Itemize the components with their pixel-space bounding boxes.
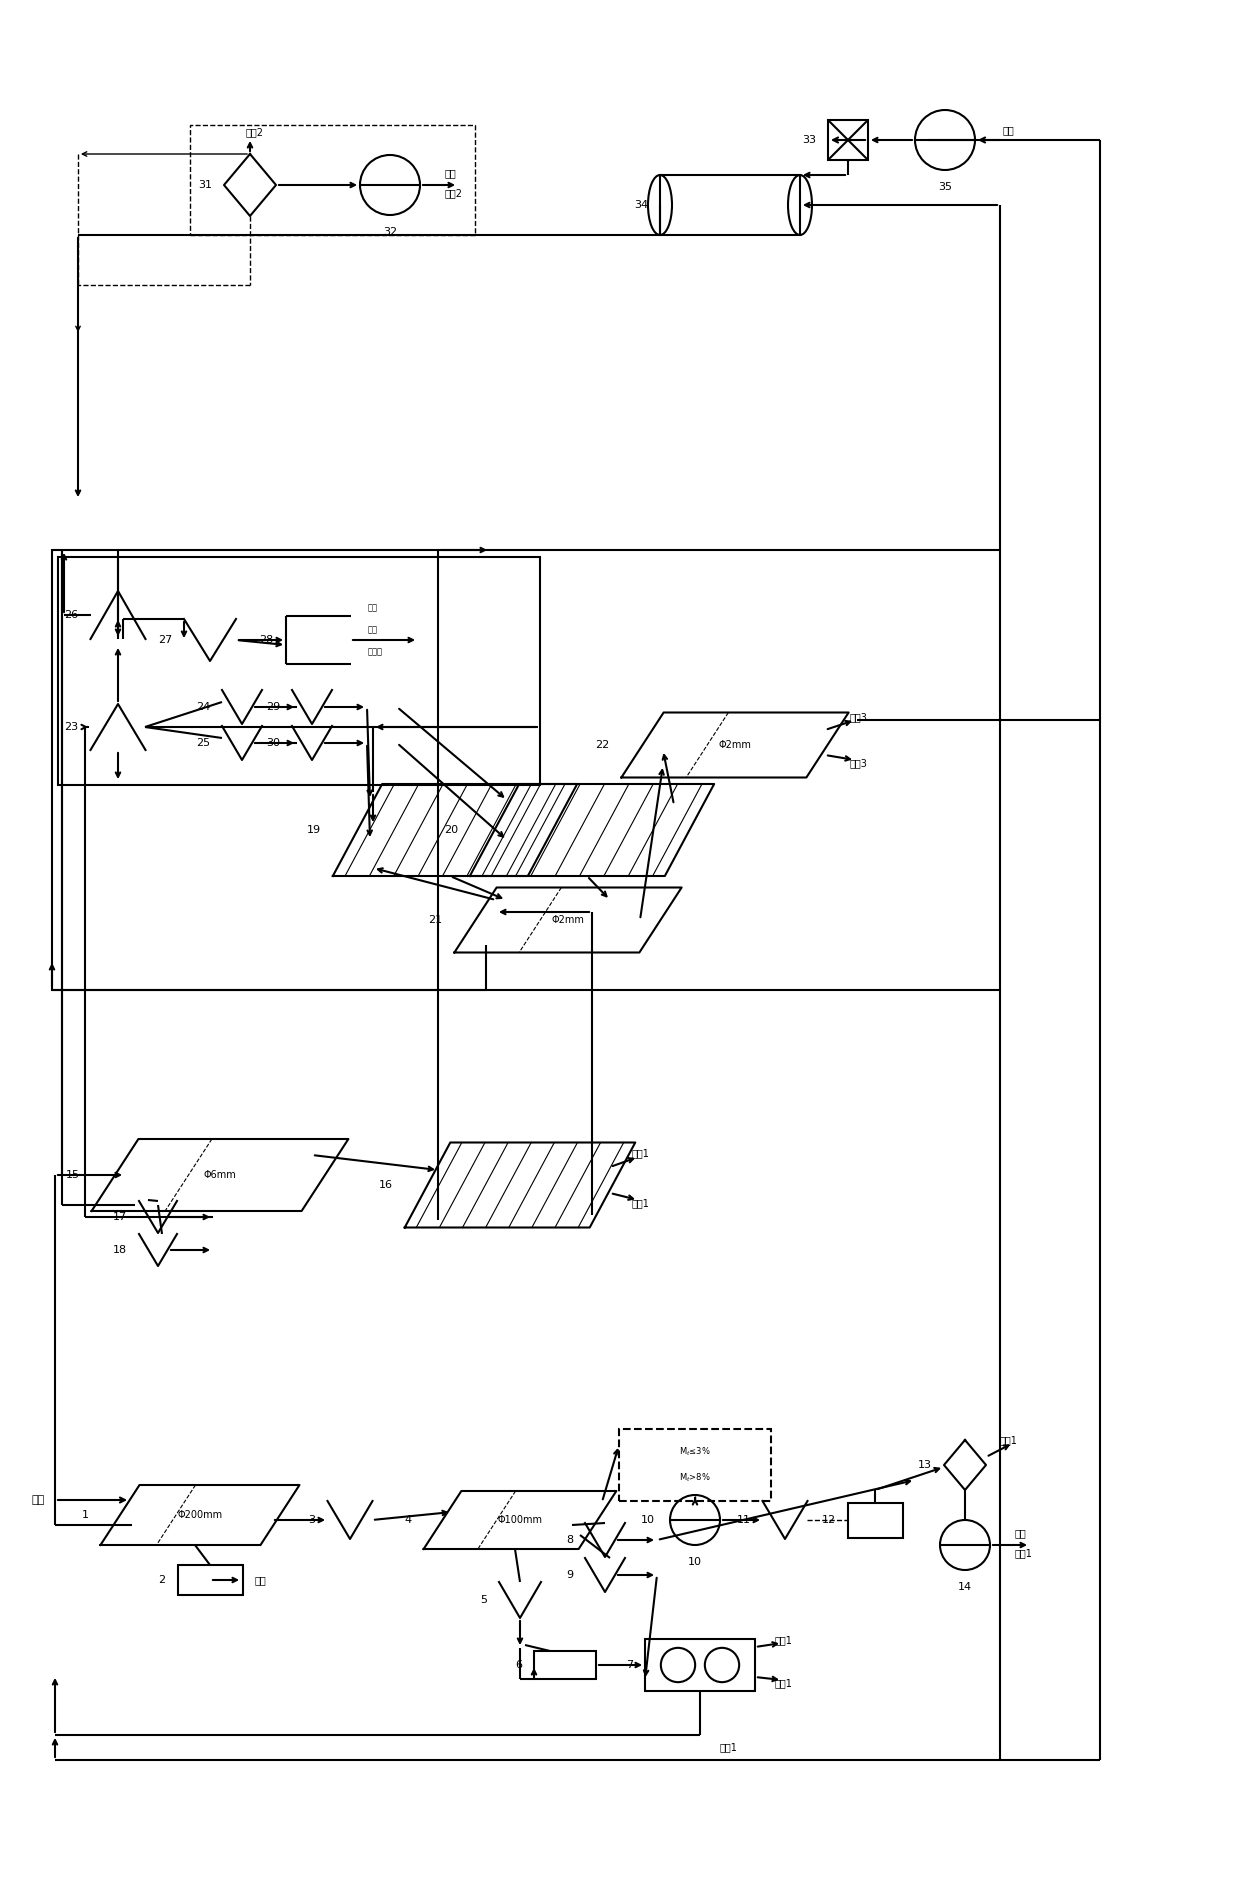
Text: 21: 21: [428, 915, 443, 925]
Bar: [660, 174, 800, 235]
Text: 1: 1: [82, 1510, 88, 1520]
Text: 16: 16: [378, 1181, 393, 1190]
Text: 32: 32: [383, 227, 397, 237]
Text: 12: 12: [821, 1514, 836, 1525]
Text: 补加介: 补加介: [368, 648, 383, 656]
Text: 精矿1: 精矿1: [632, 1198, 650, 1207]
Text: 27: 27: [157, 635, 172, 644]
Bar: [828, 119, 868, 159]
Text: 粉尘2: 粉尘2: [246, 127, 264, 136]
Text: 尾矿3: 尾矿3: [849, 758, 868, 767]
Text: Φ2mm: Φ2mm: [552, 915, 584, 925]
Text: 杂物: 杂物: [255, 1575, 267, 1584]
Text: M$_t$≤3%: M$_t$≤3%: [680, 1446, 711, 1459]
Text: 18: 18: [113, 1245, 126, 1254]
Text: 22: 22: [595, 741, 609, 750]
Text: 精矿1: 精矿1: [775, 1677, 792, 1688]
Text: 33: 33: [802, 135, 816, 146]
Text: 10: 10: [688, 1558, 702, 1567]
Text: 23: 23: [64, 722, 78, 731]
Text: Φ100mm: Φ100mm: [497, 1514, 543, 1525]
Text: 磁选: 磁选: [368, 625, 378, 635]
Text: M$_t$>8%: M$_t$>8%: [680, 1472, 711, 1484]
Text: 外排: 外排: [445, 169, 456, 178]
Text: 13: 13: [918, 1459, 932, 1471]
Text: 7: 7: [626, 1660, 632, 1669]
Text: 29: 29: [265, 701, 280, 713]
Text: Φ200mm: Φ200mm: [177, 1510, 222, 1520]
Text: 空气1: 空气1: [1016, 1548, 1033, 1558]
Text: 尾矿1: 尾矿1: [632, 1148, 650, 1158]
Text: 粉尘1: 粉尘1: [999, 1435, 1018, 1446]
Text: 精矿1: 精矿1: [720, 1742, 738, 1753]
Bar: [177, 1565, 243, 1596]
Bar: [619, 1429, 771, 1501]
Text: 空气2: 空气2: [445, 188, 463, 197]
Text: 20: 20: [444, 824, 458, 836]
Text: 26: 26: [64, 610, 78, 620]
Text: 空气: 空气: [1003, 125, 1014, 135]
Text: 6: 6: [515, 1660, 522, 1669]
Text: Φ6mm: Φ6mm: [203, 1169, 237, 1181]
Bar: [58, 557, 539, 785]
Bar: [52, 550, 999, 989]
Text: 10: 10: [641, 1514, 655, 1525]
Bar: [645, 1639, 755, 1690]
Text: 精矿3: 精矿3: [849, 713, 868, 722]
Text: 原矿: 原矿: [32, 1495, 45, 1505]
Text: 30: 30: [267, 737, 280, 749]
Text: Φ2mm: Φ2mm: [718, 741, 751, 750]
Text: 装载: 装载: [368, 603, 378, 612]
Text: 34: 34: [634, 201, 649, 210]
Text: 35: 35: [937, 182, 952, 191]
Text: 外排: 外排: [1016, 1527, 1027, 1539]
Bar: [190, 125, 475, 235]
Bar: [534, 1651, 596, 1679]
Text: 8: 8: [565, 1535, 573, 1544]
Bar: [847, 1503, 903, 1537]
Text: 31: 31: [198, 180, 212, 190]
Text: 尾矿1: 尾矿1: [775, 1635, 792, 1645]
Text: 9: 9: [565, 1569, 573, 1580]
Text: 2: 2: [159, 1575, 165, 1584]
Text: 15: 15: [66, 1169, 79, 1181]
Text: 25: 25: [196, 737, 210, 749]
Text: 28: 28: [259, 635, 274, 644]
Text: 24: 24: [196, 701, 210, 713]
Text: 19: 19: [306, 824, 321, 836]
Text: 3: 3: [309, 1514, 315, 1525]
Text: 4: 4: [404, 1514, 412, 1525]
Text: 11: 11: [737, 1514, 750, 1525]
Text: 14: 14: [959, 1582, 972, 1592]
Text: 5: 5: [480, 1596, 487, 1605]
Text: 17: 17: [113, 1213, 126, 1222]
